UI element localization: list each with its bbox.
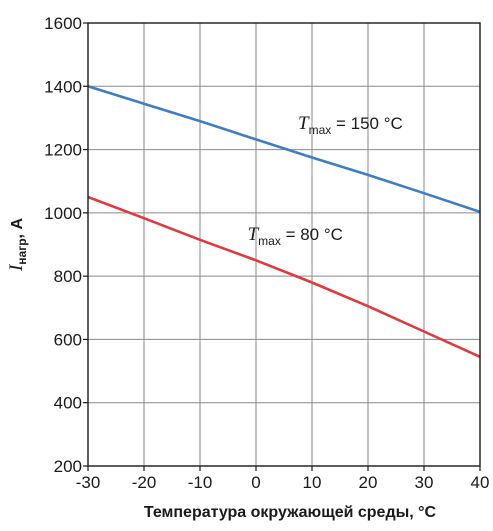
y-tick-label: 1600 [44,14,82,33]
series-line [87,195,481,358]
x-axis-title: Температура окружающей среды, °C [144,504,437,521]
series-annotation: Tmax = 80 °C [248,224,343,248]
x-tick-label: 0 [251,473,260,492]
x-tick-label: 30 [415,473,434,492]
x-tick-label: 10 [303,473,322,492]
y-tick-label: 200 [54,457,82,476]
x-tick-label: -10 [188,473,213,492]
plot-frame [87,22,481,467]
y-axis-unit: , A [9,218,26,239]
y-axis-subscript: нагр [15,238,29,264]
series-annotation: Tmax = 150 °C [298,113,403,137]
series-line [87,85,481,214]
y-tick-label: 1000 [44,204,82,223]
y-tick-label: 1400 [44,77,82,96]
ticks: -30 -20 -10 0 10 20 30 40 200 400 600 800 1000 1200 14… [44,14,489,492]
y-tick-label: 800 [54,267,82,286]
y-tick-label: 400 [54,394,82,413]
annotations: Tmax = 150 °C Tmax = 80 °C [248,113,403,248]
y-axis-symbol: I [6,263,27,272]
y-tick-label: 1200 [44,141,82,160]
x-tick-label: -30 [76,473,101,492]
y-tick-label: 600 [54,330,82,349]
x-tick-label: -20 [132,473,157,492]
series-lines [87,85,481,358]
x-tick-label: 20 [359,473,378,492]
y-axis-title: Iнагр, A [6,218,29,272]
x-tick-label: 40 [471,473,490,492]
